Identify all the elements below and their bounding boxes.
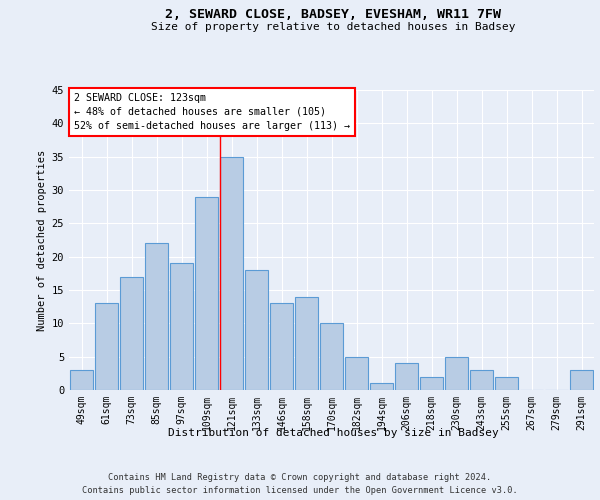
Text: Contains HM Land Registry data © Crown copyright and database right 2024.: Contains HM Land Registry data © Crown c… [109,472,491,482]
Text: Size of property relative to detached houses in Badsey: Size of property relative to detached ho… [151,22,515,32]
Bar [220,156,244,390]
Bar [370,384,394,390]
Bar [170,264,193,390]
Y-axis label: Number of detached properties: Number of detached properties [37,150,47,330]
Bar [269,304,293,390]
Bar [395,364,418,390]
Bar [95,304,118,390]
Bar [245,270,268,390]
Bar [119,276,143,390]
Text: 2, SEWARD CLOSE, BADSEY, EVESHAM, WR11 7FW: 2, SEWARD CLOSE, BADSEY, EVESHAM, WR11 7… [165,8,501,20]
Bar [295,296,319,390]
Bar [194,196,218,390]
Text: Distribution of detached houses by size in Badsey: Distribution of detached houses by size … [167,428,499,438]
Bar [344,356,368,390]
Bar [70,370,94,390]
Bar [419,376,443,390]
Bar [320,324,343,390]
Text: 2 SEWARD CLOSE: 123sqm
← 48% of detached houses are smaller (105)
52% of semi-de: 2 SEWARD CLOSE: 123sqm ← 48% of detached… [74,93,350,131]
Bar [445,356,469,390]
Bar [145,244,169,390]
Bar [494,376,518,390]
Bar [569,370,593,390]
Bar [470,370,493,390]
Text: Contains public sector information licensed under the Open Government Licence v3: Contains public sector information licen… [82,486,518,495]
